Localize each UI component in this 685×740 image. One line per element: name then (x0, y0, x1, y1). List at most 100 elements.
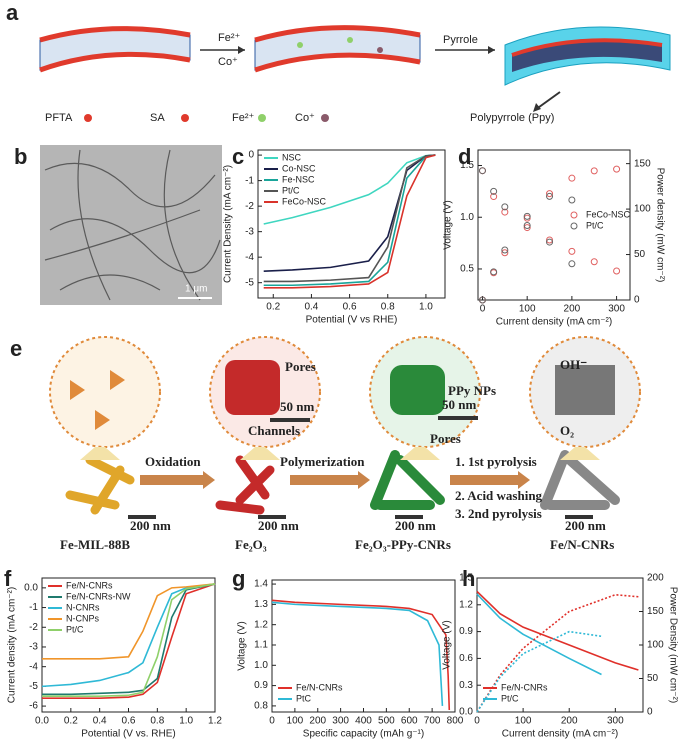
legend-label: Fe/N-CNRs (296, 682, 343, 692)
inset-label: OH⁻ (560, 357, 587, 372)
legend-label: Fe-NSC (282, 174, 315, 184)
y-tick-label: 0.8 (254, 701, 268, 712)
legend-label: FeCo-NSC (282, 196, 327, 206)
x-tick-label: 0.4 (304, 302, 318, 313)
data-point (501, 208, 509, 216)
legend-label: Pt/C (66, 624, 84, 634)
x-tick-label: 100 (287, 716, 304, 727)
panel-label: b (14, 144, 27, 169)
series-line (476, 590, 639, 671)
x-tick-label: 0.0 (35, 716, 49, 727)
y2-tick-label: 50 (647, 673, 659, 684)
y-tick-label: -1 (245, 175, 254, 186)
y-tick-label: 1.2 (459, 599, 473, 610)
legend-label: Fe/N-CNRs (66, 580, 113, 590)
legend-label: FeCo-NSC (586, 209, 631, 219)
data-point (568, 260, 576, 268)
panel-label: c (232, 144, 244, 169)
y-tick-label: 0.3 (459, 680, 473, 691)
series-line (263, 154, 436, 225)
y2-tick-label: 100 (647, 640, 664, 651)
data-point (546, 192, 554, 200)
panel-label: g (232, 566, 245, 591)
data-point (490, 193, 498, 201)
panel-label: e (10, 336, 22, 361)
scale-bar: 1 μm (185, 284, 207, 295)
data-point (478, 167, 486, 175)
plot-frame (477, 149, 631, 301)
y-axis-label: Current density (mA cm⁻²) (7, 587, 18, 703)
y2-tick-label: 200 (647, 573, 664, 584)
step: Polymerization (280, 454, 365, 469)
x-tick-label: 200 (309, 716, 326, 727)
series-line (42, 583, 216, 698)
y2-tick-label: 100 (634, 204, 651, 215)
legend-label: Fe²⁺ (232, 112, 255, 124)
data-point (590, 258, 598, 266)
y-tick-label: -6 (29, 701, 38, 712)
data-point (523, 212, 531, 220)
series-line (42, 583, 216, 700)
panel-label: a (6, 0, 19, 25)
x-tick-label: 1.2 (208, 716, 222, 727)
step: Pyrrole (443, 34, 478, 46)
y-tick-label: 0.5 (460, 264, 474, 275)
material: Fe₂O₃ (235, 537, 267, 552)
legend-label: Pt/C (586, 220, 604, 230)
step: Oxidation (145, 454, 201, 469)
material: Fe/N-CNRs (550, 537, 614, 552)
y-tick-label: -5 (29, 681, 38, 692)
legend-marker (570, 222, 578, 230)
step: 2. Acid washing (455, 488, 543, 503)
data-point (501, 203, 509, 211)
y-tick-label: 1.5 (459, 573, 473, 584)
data-point (568, 196, 576, 204)
y-tick-label: 0.9 (459, 626, 473, 637)
y2-tick-label: 50 (634, 249, 646, 260)
scale-bar: 200 nm (258, 518, 299, 533)
inset-label: Pores (285, 359, 316, 374)
scale-bar: 200 nm (395, 518, 436, 533)
data-point (568, 247, 576, 255)
panel-label: f (4, 566, 12, 591)
y-axis-label: Current Density (mA cm⁻²) (223, 165, 234, 283)
data-point (501, 249, 509, 257)
inset-label: O₂ (560, 423, 574, 438)
data-point (546, 236, 554, 244)
reagent: Co⁺ (218, 56, 238, 68)
legend-label: Fe/N-CNRs (501, 682, 548, 692)
x-tick-label: 1.0 (419, 302, 433, 313)
x-tick-label: 700 (424, 716, 441, 727)
y-tick-label: 1.2 (254, 619, 268, 630)
x-tick-label: 0.8 (381, 302, 395, 313)
series-line (41, 583, 216, 688)
legend-label: SA (150, 112, 165, 124)
x-tick-label: 300 (607, 716, 624, 727)
scheme-a (39, 25, 671, 122)
y-tick-label: 1.0 (254, 660, 268, 671)
data-point (523, 222, 531, 230)
y-tick-label: -2 (29, 622, 38, 633)
data-point (490, 268, 498, 276)
y-axis-label: Voltage (V) (443, 200, 454, 249)
data-point (490, 187, 498, 195)
series-line (271, 599, 451, 710)
series-line (476, 593, 602, 676)
data-point (523, 224, 531, 232)
x-axis-label: Current density (mA cm⁻²) (502, 729, 618, 740)
data-point (613, 267, 621, 275)
data-point (501, 246, 509, 254)
y-axis-label: Voltage (V) (237, 621, 248, 670)
y-tick-label: 0 (248, 150, 254, 161)
x-tick-label: 200 (561, 716, 578, 727)
product: Polypyrrole (Ppy) (470, 112, 554, 124)
legend-label: NSC (282, 152, 302, 162)
legend-marker (570, 211, 578, 219)
inset-label: Pores (430, 431, 461, 446)
y2-tick-label: 150 (647, 606, 664, 617)
y-tick-label: -3 (29, 642, 38, 653)
y2-axis-label: Power Density (mW cm⁻²) (667, 587, 678, 703)
y2-axis-label: Power density (mW cm⁻²) (654, 168, 665, 283)
x-tick-label: 0.8 (150, 716, 164, 727)
x-tick-label: 0.2 (266, 302, 280, 313)
